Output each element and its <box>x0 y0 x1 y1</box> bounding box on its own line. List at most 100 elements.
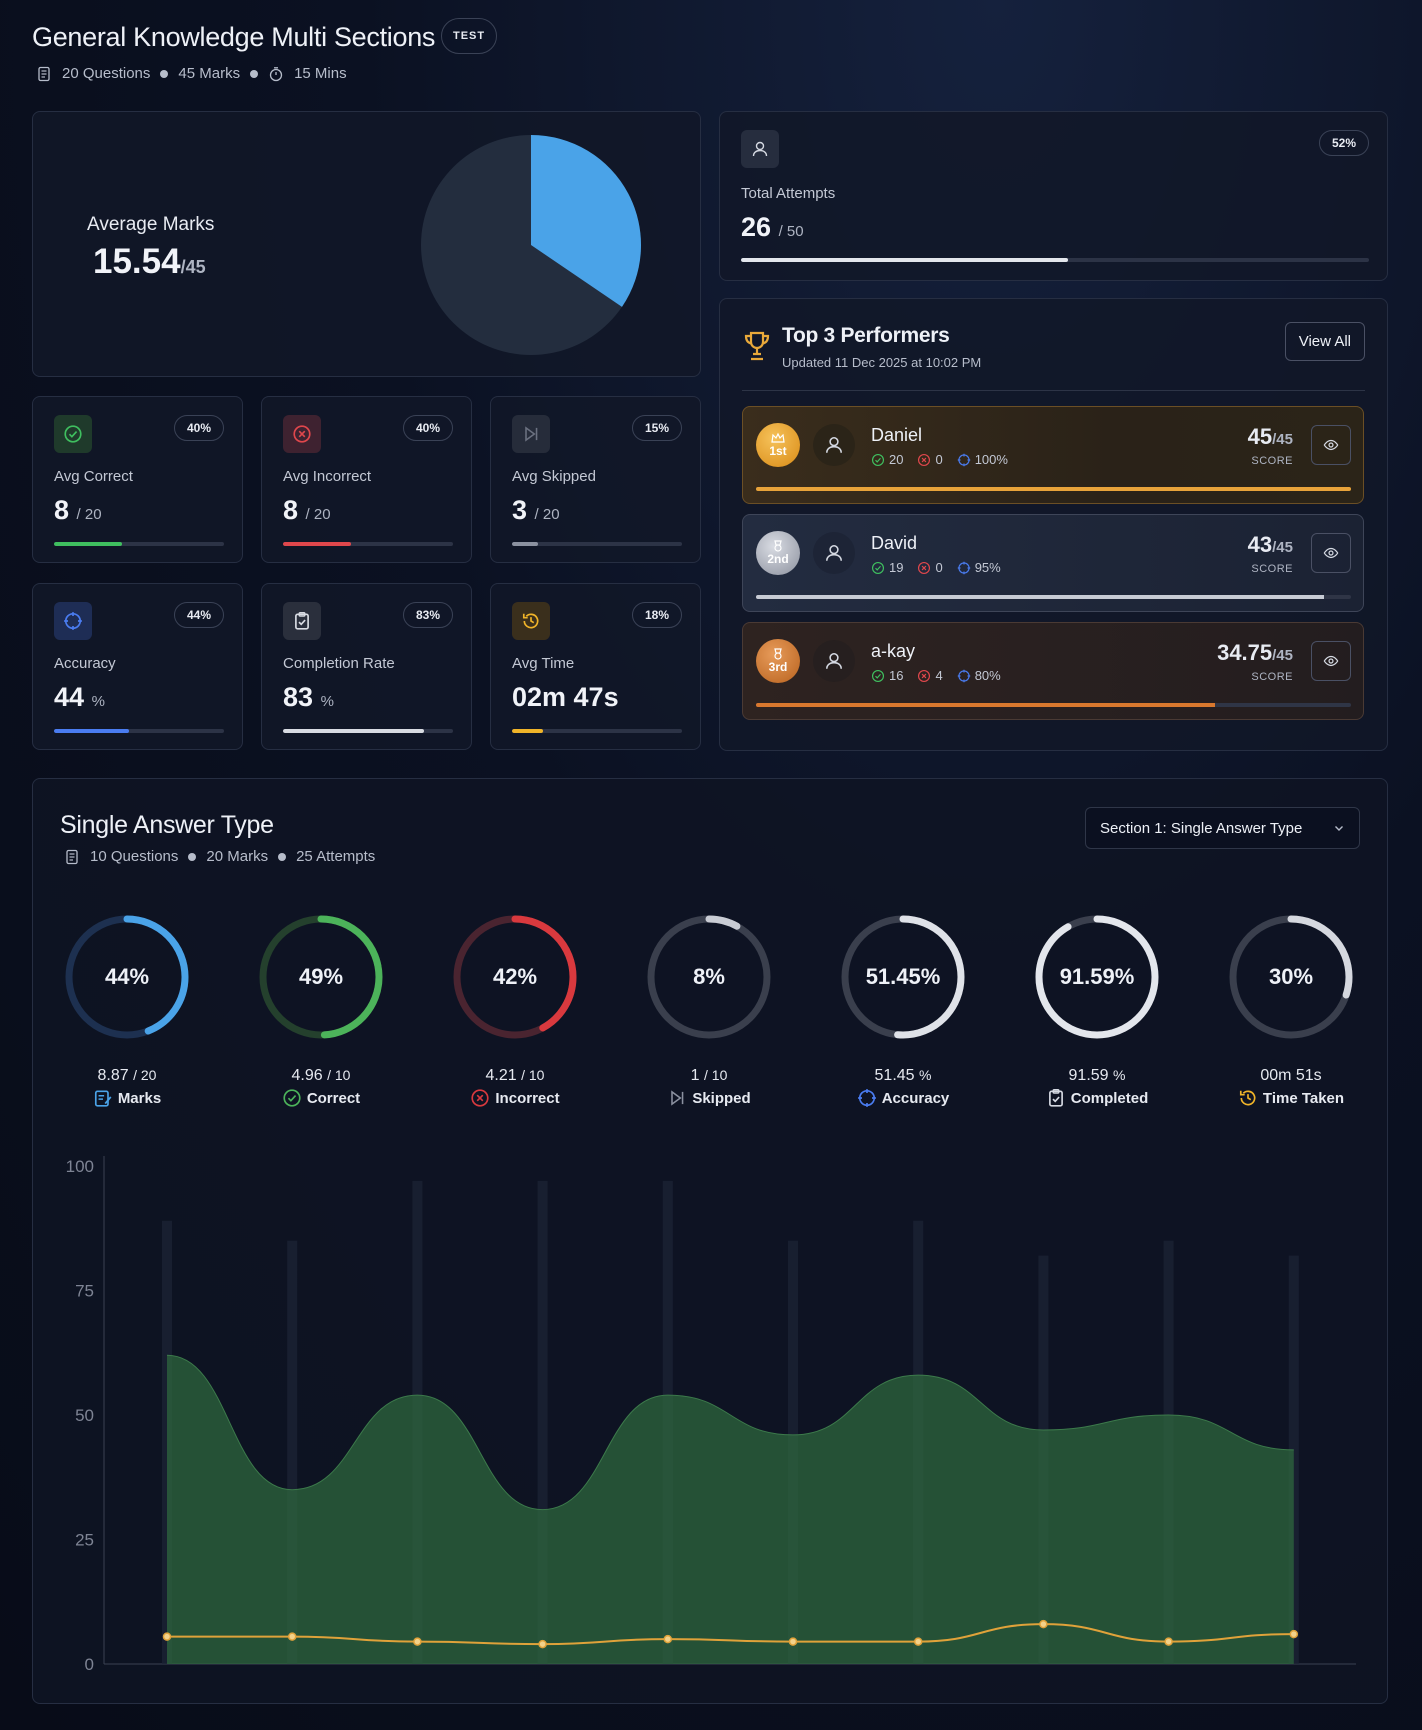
attempts-label: Total Attempts <box>741 185 836 202</box>
stat-label: Avg Time <box>512 655 575 672</box>
stat-value: 44 % <box>54 682 105 713</box>
ring-number: 4.96 <box>291 1067 323 1084</box>
ring-suffix: / 10 <box>327 1067 351 1083</box>
crosshair-icon <box>857 1089 876 1107</box>
ring-suffix: / 10 <box>704 1067 728 1083</box>
y-tick-label: 50 <box>75 1406 94 1425</box>
header-meta: 20 Questions 45 Marks 15 Mins <box>36 65 347 82</box>
performer-progress-fill <box>756 595 1325 599</box>
line-point <box>162 1632 172 1641</box>
check-circle-icon <box>871 669 885 682</box>
history-icon <box>1239 1090 1256 1106</box>
rank-medal: 3rd <box>756 639 800 683</box>
stat-suffix: / 20 <box>534 506 560 523</box>
ring-fill <box>65 915 189 1039</box>
ring-label: Time Taken <box>1226 1088 1356 1108</box>
stat-percent-badge: 83% <box>402 602 453 628</box>
section-select-value: Section 1: Single Answer Type <box>1100 819 1303 837</box>
stat-card-avg-incorrect: 40% Avg Incorrect 8 / 20 <box>261 396 472 563</box>
ring-label: Marks <box>62 1088 192 1108</box>
skip-icon <box>671 1090 684 1106</box>
stat-progress <box>283 729 453 733</box>
line-point <box>913 1637 923 1646</box>
ring-label: Skipped <box>644 1088 774 1108</box>
stat-value: 02m 47s <box>512 682 619 713</box>
ring-label-text: Completed <box>1070 1089 1149 1107</box>
line-point <box>1289 1629 1299 1639</box>
x-circle-icon <box>471 1089 490 1107</box>
stat-progress <box>54 729 224 733</box>
ring-label: Correct <box>256 1088 386 1108</box>
performer-score: 43/45 <box>1248 532 1293 558</box>
score-total: /45 <box>1272 539 1293 556</box>
ring-percent: 30% <box>1269 964 1313 989</box>
page-header: General Knowledge Multi Sections <box>32 22 435 53</box>
rank-label: 2nd <box>767 552 789 566</box>
stopwatch-icon <box>269 66 283 81</box>
medal-icon <box>774 648 782 660</box>
stat-value: 3 / 20 <box>512 495 560 526</box>
rank-label: 3rd <box>768 660 788 674</box>
performer-row: 1st Daniel 20 0 100% 45/45 SCORE <box>742 406 1364 504</box>
stat-suffix: / 20 <box>305 506 331 523</box>
progress-ring: 30% <box>1229 915 1353 1039</box>
section-select[interactable]: Section 1: Single Answer Type <box>1085 807 1360 849</box>
x-circle-icon <box>293 425 311 443</box>
eye-icon <box>1323 547 1339 559</box>
stat-number: 44 <box>54 682 85 712</box>
stat-card-accuracy: 44% Accuracy 44 % <box>32 583 243 750</box>
ring-suffix: % <box>919 1067 932 1083</box>
attempts-progress-fill <box>741 258 1068 262</box>
performer-incorrect: 0 <box>935 452 943 467</box>
section-title: Single Answer Type <box>60 811 274 839</box>
stat-progress-fill <box>512 542 538 546</box>
clipboard-check-icon <box>295 611 309 630</box>
y-tick-label: 25 <box>75 1531 94 1550</box>
section-questions: 10 Questions <box>90 848 179 865</box>
performer-name: Daniel <box>871 425 923 445</box>
ring-label-text: Incorrect <box>495 1089 560 1107</box>
pie-slice-average <box>531 135 641 307</box>
crosshair-icon <box>957 669 970 682</box>
stat-progress <box>54 542 224 546</box>
stat-icon-box <box>512 415 550 453</box>
ring-number: 91.59 <box>1068 1067 1109 1084</box>
background-bar <box>287 1240 298 1664</box>
view-performer-button[interactable] <box>1311 425 1351 465</box>
performer-progress-fill <box>756 703 1216 707</box>
ring-stat-skipped: 8% 1 / 10 Skipped <box>644 912 774 1108</box>
rank-medal: 2nd <box>756 531 800 575</box>
crosshair-icon <box>64 612 82 630</box>
ring-suffix: / 10 <box>521 1067 545 1083</box>
performer-correct: 19 <box>889 560 904 575</box>
performer-score: 34.75/45 <box>1217 640 1293 666</box>
stat-progress <box>283 542 453 546</box>
score-label: SCORE <box>1251 455 1293 467</box>
line-point <box>1039 1619 1048 1629</box>
stat-label: Accuracy <box>54 655 116 672</box>
attempts-progress <box>741 258 1369 262</box>
stat-suffix: % <box>91 693 105 710</box>
user-icon <box>826 437 842 453</box>
ring-value: 4.21 / 10 <box>450 1067 580 1085</box>
page-title: General Knowledge Multi Sections <box>32 22 436 52</box>
view-performer-button[interactable] <box>1311 533 1351 573</box>
stat-progress-fill <box>54 729 129 733</box>
stat-progress-fill <box>283 729 425 733</box>
view-all-button[interactable]: View All <box>1284 322 1365 361</box>
area-series-line <box>166 1354 1294 1511</box>
stat-percent-badge: 18% <box>631 602 682 628</box>
progress-ring: 44% <box>65 915 189 1039</box>
eye-icon <box>1323 439 1339 451</box>
section-meta: 10 Questions 20 Marks 25 Attempts <box>64 848 375 865</box>
clipboard-check-icon <box>1048 1088 1063 1107</box>
ring-number: 4.21 <box>485 1067 517 1084</box>
ring-fill <box>1229 915 1353 1039</box>
ring-label-text: Correct <box>306 1089 361 1107</box>
stat-icon-box <box>512 602 550 640</box>
view-performer-button[interactable] <box>1311 641 1351 681</box>
stat-card-avg-skipped: 15% Avg Skipped 3 / 20 <box>490 396 701 563</box>
avatar <box>813 424 855 466</box>
stat-value: 8 / 20 <box>283 495 331 526</box>
stat-icon-box <box>54 415 92 453</box>
